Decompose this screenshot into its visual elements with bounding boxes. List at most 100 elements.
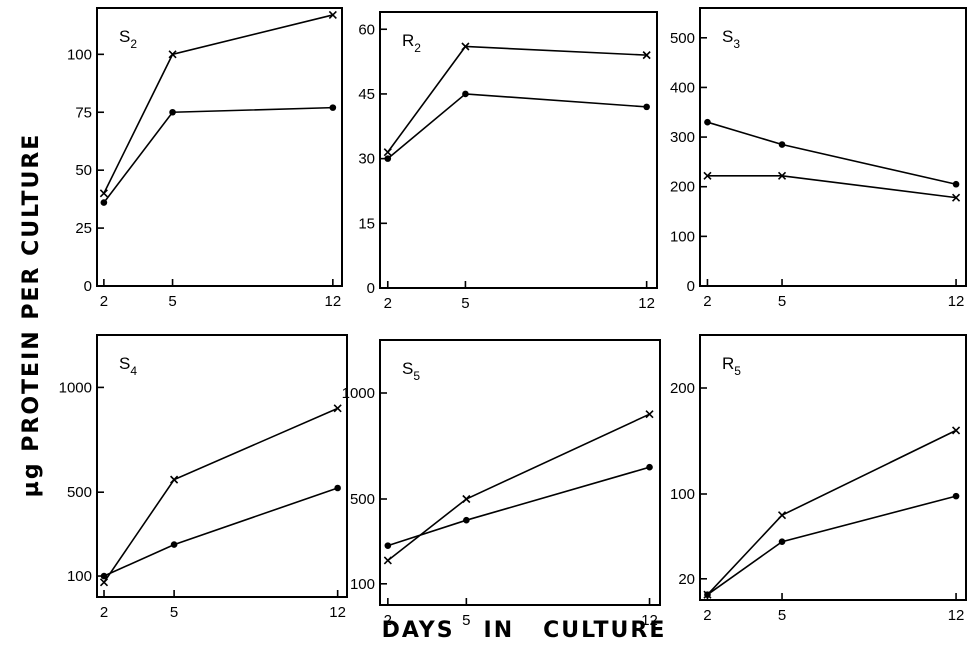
y-tick-label: 300: [670, 129, 695, 146]
series-line-dot: [103, 106, 333, 204]
data-point-dot: [384, 542, 392, 549]
series-line-x: [707, 174, 957, 199]
x-tick-label: 12: [948, 293, 965, 310]
data-point-x: [951, 426, 961, 435]
panel-label-letter: R: [402, 31, 414, 50]
data-point-x: [642, 51, 651, 60]
x-tick-label: 12: [638, 295, 655, 312]
panel-4: S4 100 500 1000 2 5 12: [59, 334, 348, 621]
series-line-dot: [387, 93, 647, 160]
data-point-dot: [169, 108, 176, 116]
y-tick-label: 75: [75, 104, 92, 121]
x-tick-label: 12: [641, 612, 658, 629]
x-marker-stroke: [383, 556, 392, 565]
series-line-dot: [387, 466, 650, 547]
panel-label: S2: [119, 27, 137, 51]
x-tick-label: 2: [703, 293, 711, 310]
y-tick-label: 0: [687, 278, 695, 295]
series-line-x: [103, 407, 338, 583]
x-tick-label: 12: [329, 604, 346, 621]
y-tick-label: 25: [75, 220, 92, 237]
panel-label-letter: R: [722, 354, 734, 373]
panel-frame: [96, 334, 348, 598]
x-marker-stroke: [777, 171, 787, 180]
data-point-dot: [100, 572, 108, 580]
x-marker-stroke: [951, 426, 961, 435]
data-point-dot: [462, 90, 469, 98]
series-line-x: [387, 413, 650, 562]
data-point-dot: [170, 541, 178, 548]
x-marker-stroke: [168, 50, 177, 59]
x-marker-stroke: [642, 51, 651, 60]
x-tick-label: 2: [100, 293, 108, 310]
panel-label: S5: [402, 359, 420, 383]
x-marker-stroke: [703, 171, 712, 180]
y-tick-label: 60: [358, 21, 375, 38]
data-point-dot: [778, 538, 786, 545]
x-marker-stroke: [461, 42, 470, 51]
x-marker-stroke: [383, 148, 392, 157]
panel-label-letter: S: [402, 359, 413, 378]
x-tick-label: 12: [948, 607, 965, 624]
data-point-x: [777, 171, 787, 180]
x-marker-stroke: [333, 404, 342, 413]
y-tick-label: 200: [670, 380, 695, 397]
data-point-dot: [329, 104, 337, 111]
x-tick-label: 2: [100, 604, 108, 621]
x-marker-stroke: [462, 494, 471, 504]
data-point-x: [170, 475, 179, 484]
x-axis-title: DAYS IN CULTURE: [382, 618, 667, 643]
data-point-x: [462, 494, 471, 504]
x-tick-label: 5: [462, 612, 470, 629]
y-tick-label: 100: [67, 46, 92, 63]
panel-label-subscript: 3: [733, 37, 740, 51]
y-tick-label: 500: [670, 30, 695, 47]
panel-label-letter: S: [119, 354, 130, 373]
panel-frame: [379, 11, 658, 289]
y-tick-label: 100: [670, 486, 695, 503]
y-tick-label: 200: [670, 179, 695, 196]
panel-frame: [699, 334, 967, 601]
y-tick-label: 15: [358, 215, 375, 232]
data-point-x: [333, 404, 342, 413]
x-tick-label: 5: [778, 607, 786, 624]
data-point-dot: [100, 199, 108, 206]
x-tick-label: 2: [703, 607, 711, 624]
x-tick-label: 5: [168, 293, 176, 310]
series-line-x: [103, 14, 334, 194]
y-tick-label: 500: [350, 491, 375, 508]
y-tick-label: 0: [84, 278, 92, 295]
panel-label-letter: S: [119, 27, 130, 46]
y-tick-label: 45: [358, 86, 375, 103]
panel-frame: [699, 7, 967, 287]
y-tick-label: 100: [67, 568, 92, 585]
series-line-dot: [707, 121, 957, 186]
data-point-x: [328, 10, 337, 20]
x-marker-stroke: [951, 193, 961, 202]
y-axis-title: µg PROTEIN PER CULTURE: [19, 133, 44, 498]
x-tick-label: 5: [778, 293, 786, 310]
data-point-dot: [704, 118, 711, 126]
data-point-x: [703, 171, 712, 180]
y-tick-label: 1000: [342, 385, 375, 402]
panel-3: S3 0 100 200 300 400 500 2 5 12: [670, 7, 967, 310]
panel-label-subscript: 2: [414, 41, 421, 55]
panel-label: R2: [402, 31, 421, 55]
x-marker-stroke: [645, 410, 654, 419]
panel-label-subscript: 5: [734, 364, 741, 378]
panel-frame: [379, 339, 661, 606]
data-point-dot: [952, 180, 960, 188]
y-tick-label: 50: [75, 162, 92, 179]
x-tick-label: 2: [384, 612, 392, 629]
x-marker-stroke: [777, 511, 787, 520]
x-tick-label: 5: [170, 604, 178, 621]
y-tick-label: 500: [67, 484, 92, 501]
data-point-x: [168, 50, 177, 59]
data-point-x: [461, 42, 470, 51]
panel-label: R5: [722, 354, 741, 378]
data-point-x: [777, 511, 787, 520]
